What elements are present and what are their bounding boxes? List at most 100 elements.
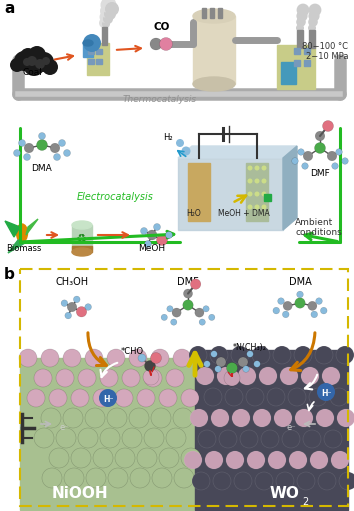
Circle shape: [150, 353, 161, 363]
FancyBboxPatch shape: [87, 43, 109, 75]
Circle shape: [144, 428, 164, 448]
Circle shape: [24, 143, 34, 153]
Circle shape: [311, 311, 318, 318]
Circle shape: [255, 178, 259, 183]
Text: DMF: DMF: [310, 169, 330, 178]
Circle shape: [93, 448, 113, 468]
Circle shape: [28, 46, 46, 64]
Text: WO: WO: [269, 486, 299, 501]
Circle shape: [246, 388, 264, 406]
Circle shape: [224, 370, 240, 386]
Circle shape: [219, 430, 237, 448]
Text: Biomass: Biomass: [6, 244, 42, 253]
Circle shape: [303, 430, 321, 448]
Circle shape: [65, 312, 72, 319]
Circle shape: [67, 302, 77, 312]
Circle shape: [288, 388, 306, 406]
Text: 2: 2: [302, 497, 308, 507]
Circle shape: [339, 472, 354, 490]
Ellipse shape: [193, 77, 235, 91]
Circle shape: [85, 408, 105, 428]
Circle shape: [103, 14, 113, 24]
Circle shape: [252, 346, 270, 364]
Ellipse shape: [193, 9, 235, 23]
Circle shape: [276, 472, 294, 490]
Circle shape: [280, 367, 298, 385]
Text: DMF: DMF: [177, 277, 199, 287]
Circle shape: [100, 4, 114, 18]
Circle shape: [309, 388, 327, 406]
Circle shape: [213, 472, 231, 490]
Circle shape: [129, 408, 149, 428]
Circle shape: [199, 319, 205, 325]
Circle shape: [181, 448, 201, 468]
Text: DMA: DMA: [32, 164, 52, 173]
Circle shape: [27, 56, 37, 66]
Circle shape: [151, 349, 169, 367]
Circle shape: [39, 132, 46, 140]
Circle shape: [337, 409, 354, 427]
Circle shape: [282, 311, 289, 318]
Polygon shape: [26, 219, 38, 235]
Circle shape: [13, 150, 21, 156]
Circle shape: [58, 140, 65, 147]
Circle shape: [105, 2, 119, 16]
Circle shape: [259, 367, 277, 385]
Circle shape: [151, 408, 171, 428]
Circle shape: [255, 472, 273, 490]
Circle shape: [23, 58, 31, 66]
FancyBboxPatch shape: [304, 60, 310, 66]
FancyBboxPatch shape: [277, 45, 315, 89]
Circle shape: [41, 408, 61, 428]
Circle shape: [324, 430, 342, 448]
Text: NiOOH: NiOOH: [52, 486, 108, 501]
Circle shape: [99, 18, 109, 28]
Circle shape: [316, 409, 334, 427]
Polygon shape: [283, 146, 297, 230]
Text: Thermocatalysis: Thermocatalysis: [123, 95, 197, 104]
Circle shape: [247, 204, 252, 210]
Circle shape: [166, 428, 186, 448]
Circle shape: [86, 468, 106, 488]
Circle shape: [282, 430, 300, 448]
Circle shape: [234, 472, 252, 490]
Circle shape: [104, 8, 116, 20]
Circle shape: [262, 192, 267, 197]
FancyBboxPatch shape: [178, 158, 283, 230]
FancyBboxPatch shape: [72, 246, 92, 252]
Text: e⁻: e⁻: [286, 424, 296, 432]
Circle shape: [336, 149, 342, 155]
Circle shape: [144, 241, 152, 247]
Circle shape: [161, 314, 167, 320]
FancyBboxPatch shape: [72, 225, 92, 249]
Text: e⁻: e⁻: [60, 424, 70, 432]
Circle shape: [184, 451, 202, 469]
Circle shape: [144, 369, 162, 387]
Circle shape: [310, 451, 328, 469]
Circle shape: [204, 388, 222, 406]
Circle shape: [93, 389, 111, 407]
Circle shape: [302, 162, 308, 169]
Circle shape: [322, 367, 340, 385]
Circle shape: [35, 59, 45, 69]
Circle shape: [159, 448, 179, 468]
Circle shape: [217, 367, 235, 385]
Circle shape: [56, 428, 76, 448]
Circle shape: [231, 346, 249, 364]
Circle shape: [42, 468, 62, 488]
Circle shape: [107, 408, 127, 428]
Text: MeOH + DMA: MeOH + DMA: [218, 209, 270, 218]
Circle shape: [173, 408, 193, 428]
Text: CH₃OH: CH₃OH: [56, 277, 88, 287]
Circle shape: [64, 468, 84, 488]
Text: 80−100 °C
2−10 MPa: 80−100 °C 2−10 MPa: [302, 42, 348, 61]
Circle shape: [130, 468, 150, 488]
Circle shape: [144, 360, 155, 371]
Ellipse shape: [17, 224, 28, 242]
Polygon shape: [8, 240, 25, 253]
FancyBboxPatch shape: [193, 16, 235, 84]
Circle shape: [205, 451, 223, 469]
Circle shape: [159, 389, 177, 407]
Circle shape: [19, 349, 37, 367]
Circle shape: [297, 291, 303, 298]
